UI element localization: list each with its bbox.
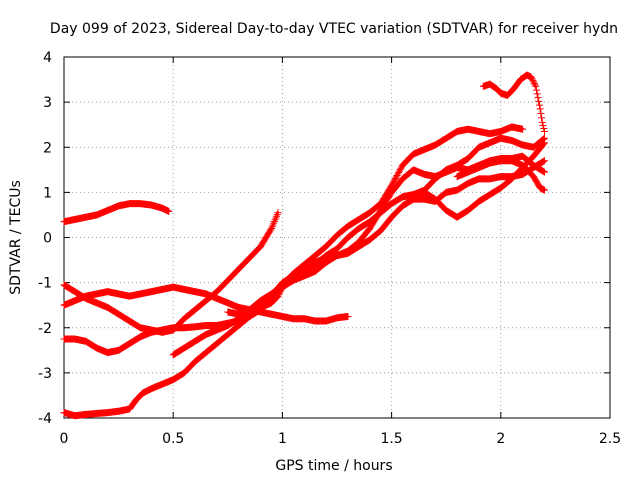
data-point bbox=[392, 173, 400, 181]
series-track-6 bbox=[169, 123, 527, 359]
data-point bbox=[388, 182, 396, 190]
data-point bbox=[388, 180, 396, 188]
data-point bbox=[270, 217, 278, 225]
data-point bbox=[538, 114, 546, 122]
data-point bbox=[540, 168, 548, 176]
data-point bbox=[267, 226, 275, 234]
data-point bbox=[537, 109, 545, 117]
data-point bbox=[397, 164, 405, 172]
series-track-1 bbox=[60, 200, 173, 226]
x-tick-label: 0 bbox=[60, 431, 69, 447]
data-point bbox=[389, 179, 397, 187]
data-point bbox=[540, 127, 548, 135]
x-tick-label: 1.5 bbox=[380, 431, 402, 447]
data-point bbox=[269, 221, 277, 229]
chart-title: Day 099 of 2023, Sidereal Day-to-day VTE… bbox=[50, 21, 618, 37]
x-tick-label: 0.5 bbox=[162, 431, 184, 447]
data-point bbox=[271, 216, 279, 224]
series bbox=[60, 71, 548, 420]
x-tick-labels: 0 0.5 1 1.5 2 2.5 bbox=[60, 431, 622, 447]
data-point bbox=[394, 170, 402, 178]
data-point bbox=[540, 157, 548, 165]
y-tick-label: 3 bbox=[43, 95, 52, 111]
x-tick-label: 1 bbox=[278, 431, 287, 447]
data-point bbox=[344, 312, 352, 320]
data-point bbox=[392, 174, 399, 182]
data-point bbox=[272, 214, 280, 222]
data-point bbox=[165, 207, 173, 215]
series-track-9 bbox=[479, 71, 548, 135]
y-tick-label: -2 bbox=[38, 321, 52, 337]
data-point bbox=[393, 171, 401, 179]
data-point bbox=[395, 167, 403, 175]
ticks bbox=[63, 56, 611, 419]
data-point bbox=[536, 105, 544, 113]
x-axis-label: GPS time / hours bbox=[275, 458, 392, 474]
data-point bbox=[531, 81, 539, 89]
data-point bbox=[391, 176, 399, 184]
data-point bbox=[273, 210, 281, 218]
y-tick-label: 2 bbox=[43, 140, 52, 156]
data-point bbox=[540, 124, 548, 132]
data-point bbox=[268, 223, 276, 231]
data-point bbox=[390, 177, 398, 185]
data-point bbox=[539, 136, 547, 144]
data-point bbox=[533, 90, 541, 98]
data-point bbox=[528, 75, 536, 83]
y-tick-label: -1 bbox=[38, 276, 52, 292]
x-tick-label: 2.5 bbox=[599, 431, 621, 447]
data-point bbox=[532, 82, 540, 90]
data-point bbox=[519, 125, 527, 133]
data-point bbox=[529, 76, 537, 84]
data-point bbox=[535, 97, 543, 105]
data-point bbox=[532, 86, 540, 94]
y-tick-labels: -4 -3 -2 -1 0 1 2 3 4 bbox=[38, 50, 52, 427]
data-point bbox=[535, 101, 543, 109]
series-track-3 bbox=[60, 209, 282, 336]
data-point bbox=[540, 186, 548, 194]
data-point bbox=[538, 118, 546, 126]
data-point bbox=[540, 134, 548, 142]
y-tick-label: -3 bbox=[38, 366, 52, 382]
data-point bbox=[395, 169, 403, 177]
data-point bbox=[267, 224, 275, 232]
series-track-8 bbox=[399, 134, 548, 201]
y-tick-label: -4 bbox=[38, 411, 52, 427]
y-tick-label: 1 bbox=[43, 185, 52, 201]
data-point bbox=[396, 166, 404, 174]
y-axis-label: SDTVAR / TECUs bbox=[8, 180, 24, 295]
x-tick-label: 2 bbox=[496, 431, 505, 447]
data-point bbox=[530, 78, 538, 86]
data-point bbox=[540, 135, 548, 143]
data-point bbox=[527, 73, 535, 81]
data-point bbox=[270, 219, 278, 227]
data-point bbox=[273, 212, 281, 220]
data-point bbox=[539, 121, 547, 129]
data-point bbox=[530, 79, 538, 87]
y-tick-label: 4 bbox=[43, 50, 52, 66]
data-point bbox=[274, 209, 282, 217]
y-tick-label: 0 bbox=[43, 231, 52, 247]
series-track-10 bbox=[453, 157, 548, 194]
data-point bbox=[534, 94, 542, 102]
